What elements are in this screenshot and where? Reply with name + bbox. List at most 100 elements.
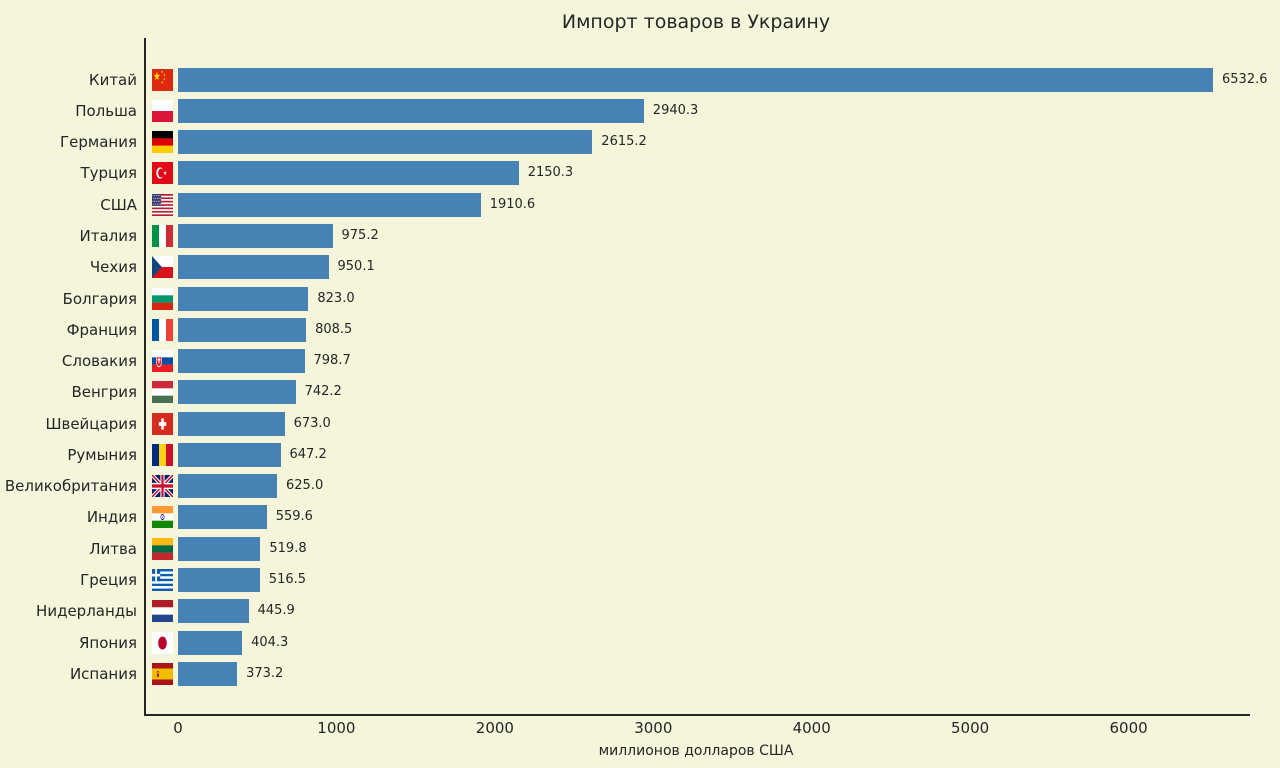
- bar-row: Нидерланды 445.9: [0, 599, 1280, 624]
- bar: [178, 223, 333, 248]
- country-label: Польша: [75, 101, 137, 120]
- bar: [178, 98, 644, 123]
- value-label: 625.0: [286, 478, 324, 494]
- bar: [178, 630, 243, 655]
- country-label: Китай: [88, 70, 137, 89]
- x-tick-label: 2000: [475, 719, 514, 737]
- flag-bg-icon: [152, 287, 173, 310]
- flag-sk-icon: [152, 350, 173, 372]
- value-label: 516.5: [268, 572, 307, 587]
- flag-it-icon: [152, 224, 173, 247]
- x-tick-label: 5000: [951, 719, 990, 737]
- country-label: Чехия: [89, 258, 137, 277]
- bar: [178, 192, 481, 217]
- value-label: 647.2: [289, 446, 327, 462]
- bar-row: США 1910.6: [0, 192, 1280, 217]
- bar-row: Греция 516.5: [0, 568, 1280, 592]
- country-label: Испания: [69, 664, 137, 683]
- flag-gb-icon: [152, 475, 173, 498]
- bar: [178, 599, 249, 624]
- bar: [178, 411, 285, 436]
- flag-fr-icon: [152, 318, 173, 341]
- value-label: 2615.2: [601, 134, 647, 150]
- flag-in-icon: [152, 506, 173, 529]
- bar: [178, 661, 238, 686]
- flag-us-icon: [152, 193, 173, 216]
- value-label: 808.5: [315, 321, 353, 337]
- flag-de-icon: [152, 131, 173, 154]
- flag-ch-icon: [152, 412, 173, 435]
- flag-cn-icon: [152, 68, 173, 91]
- country-label: Италия: [79, 226, 137, 245]
- bar: [178, 286, 309, 311]
- value-label: 404.3: [251, 634, 289, 650]
- bar: [178, 161, 519, 186]
- flag-gr-icon: [152, 569, 173, 591]
- country-label: Литва: [89, 539, 137, 558]
- country-label: Болгария: [62, 289, 137, 308]
- value-label: 445.9: [257, 603, 295, 619]
- bar-row: Болгария 823.0: [0, 286, 1280, 311]
- bar-row: Китай 6532.6: [0, 67, 1280, 92]
- value-label: 823.0: [317, 290, 355, 306]
- bar-row: Литва 519.8: [0, 536, 1280, 561]
- country-label: Швейцария: [45, 414, 137, 433]
- value-label: 6532.6: [1222, 71, 1268, 87]
- bar-row: Швейцария 673.0: [0, 411, 1280, 436]
- y-axis-line: [144, 38, 146, 716]
- value-label: 742.2: [304, 384, 342, 400]
- bar-row: Венгрия 742.2: [0, 380, 1280, 405]
- x-axis-label: миллионов долларов США: [598, 743, 794, 759]
- country-label: Турция: [80, 164, 137, 183]
- value-label: 950.1: [337, 259, 375, 275]
- bar-row: Италия 975.2: [0, 223, 1280, 248]
- value-label: 1910.6: [489, 196, 536, 212]
- country-label: Япония: [79, 633, 137, 652]
- flag-jp-icon: [152, 631, 173, 654]
- flag-pl-icon: [152, 99, 173, 122]
- value-label: 798.7: [313, 353, 351, 368]
- country-label: Индия: [86, 508, 137, 527]
- bar: [178, 349, 305, 373]
- bar: [178, 317, 307, 342]
- bar-row: Япония 404.3: [0, 630, 1280, 655]
- value-label: 2150.3: [527, 165, 574, 181]
- bar-row: Чехия 950.1: [0, 255, 1280, 280]
- flag-es-icon: [152, 662, 173, 685]
- value-label: 975.2: [341, 227, 379, 243]
- bar: [178, 442, 281, 467]
- chart-title: Импорт товаров в Украину: [561, 11, 831, 33]
- bar-row: Румыния 647.2: [0, 442, 1280, 467]
- value-label: 2940.3: [652, 102, 699, 118]
- x-tick-label: 1000: [317, 719, 356, 737]
- bar-row: Великобритания 625.0: [0, 474, 1280, 499]
- bar: [178, 474, 277, 499]
- bar-row: Испания 373.2: [0, 661, 1280, 686]
- value-label: 373.2: [246, 665, 284, 681]
- x-tick-label: 6000: [1109, 719, 1148, 737]
- flag-ro-icon: [152, 443, 173, 466]
- bar-row: Турция 2150.3: [0, 161, 1280, 186]
- bar-row: Словакия 798.7: [0, 349, 1280, 373]
- country-label: Великобритания: [4, 477, 137, 496]
- bar: [178, 130, 593, 155]
- flag-tr-icon: [152, 162, 173, 185]
- x-tick-label: 4000: [792, 719, 831, 737]
- bar-row: Польша 2940.3: [0, 98, 1280, 123]
- country-label: Франция: [66, 320, 137, 339]
- bar: [178, 505, 267, 530]
- bar-row: Германия 2615.2: [0, 130, 1280, 155]
- country-label: Румыния: [67, 445, 137, 464]
- value-label: 673.0: [293, 415, 331, 431]
- value-label: 519.8: [269, 540, 307, 556]
- bar: [178, 536, 261, 561]
- flag-nl-icon: [152, 600, 173, 623]
- bar: [178, 67, 1213, 92]
- country-label: Греция: [80, 571, 137, 589]
- country-label: Словакия: [61, 352, 137, 370]
- x-tick-label: 3000: [634, 719, 673, 737]
- x-tick-label: 0: [173, 719, 183, 737]
- value-label: 559.6: [275, 509, 313, 525]
- x-axis-line: [144, 714, 1250, 716]
